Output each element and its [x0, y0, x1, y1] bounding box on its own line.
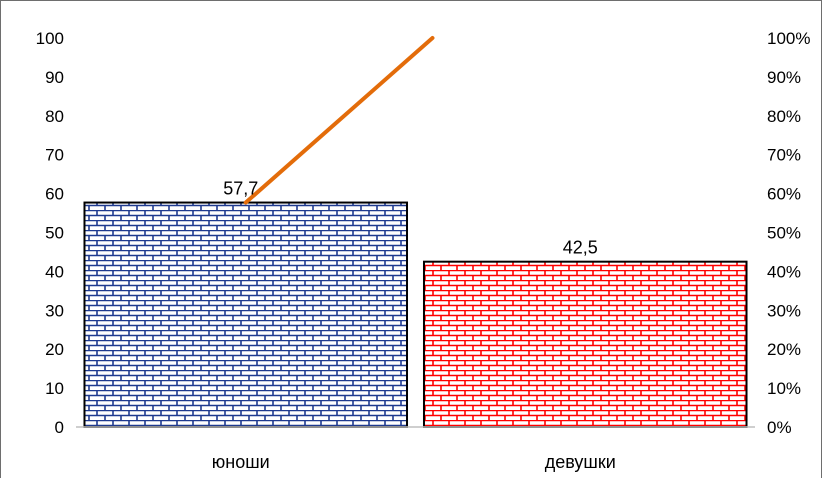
y-tick-label: 30 [45, 301, 64, 320]
category-label: девушки [545, 452, 616, 472]
y2-tick-label: 60% [767, 185, 801, 204]
bar-girls [422, 260, 748, 428]
y-tick-label: 90 [45, 68, 64, 87]
data-label: 57,7 [223, 179, 258, 199]
bars [83, 201, 748, 428]
y2-tick-label: 20% [767, 340, 801, 359]
y-tick-label: 100 [36, 29, 64, 48]
category-labels: юноши девушки [212, 452, 616, 472]
y2-tick-label: 70% [767, 146, 801, 165]
y2-tick-label: 40% [767, 262, 801, 281]
y-axis-left: 0 10 20 30 40 50 60 70 80 90 100 [36, 29, 64, 437]
category-label: юноши [212, 452, 270, 472]
data-label: 42,5 [563, 238, 598, 258]
cumulative-line-layer [243, 36, 435, 205]
y-tick-label: 10 [45, 379, 64, 398]
y2-tick-label: 0% [767, 418, 792, 437]
y-tick-label: 20 [45, 340, 64, 359]
data-labels: 57,7 42,5 [223, 179, 598, 258]
y-tick-label: 60 [45, 185, 64, 204]
cumulative-line [243, 36, 435, 205]
y2-tick-label: 30% [767, 301, 801, 320]
y-tick-label: 80 [45, 107, 64, 126]
y-tick-label: 70 [45, 146, 64, 165]
y-tick-label: 0 [55, 418, 64, 437]
y2-tick-label: 80% [767, 107, 801, 126]
y-tick-label: 40 [45, 262, 64, 281]
bar-boys [83, 201, 409, 428]
y2-tick-label: 100% [767, 29, 810, 48]
y2-tick-label: 50% [767, 224, 801, 243]
y-axis-right: 0% 10% 20% 30% 40% 50% 60% 70% 80% 90% 100% [767, 29, 810, 437]
y2-tick-label: 90% [767, 68, 801, 87]
y2-tick-label: 10% [767, 379, 801, 398]
y-tick-label: 50 [45, 224, 64, 243]
